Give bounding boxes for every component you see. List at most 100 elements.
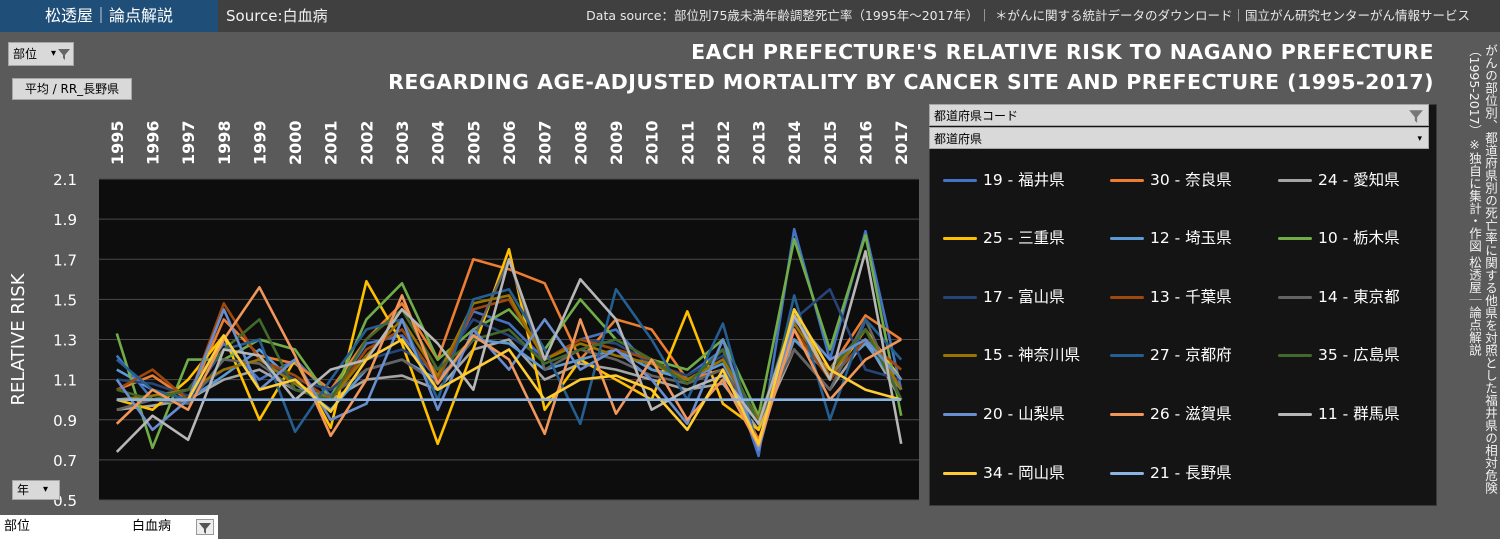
funnel-icon — [199, 523, 211, 534]
y-tick-label: 0.9 — [53, 412, 77, 430]
x-tick-label: 2004 — [429, 120, 448, 165]
legend-swatch — [943, 413, 977, 416]
legend-item[interactable]: 14 - 東京都 — [1278, 287, 1400, 307]
x-tick-label: 1995 — [108, 120, 127, 165]
site-filter-button[interactable]: 部位 ▾ — [8, 42, 74, 66]
y-tick-label: 1.5 — [53, 291, 77, 309]
x-tick-label: 2013 — [750, 120, 769, 165]
data-source-label: Data source：部位別75歳未満年齢調整死亡率（1995年～2017年）… — [586, 8, 1470, 23]
filter-button[interactable] — [196, 519, 214, 535]
x-tick-label: 2007 — [536, 120, 555, 165]
side-note: がんの部位別、都道府県別の死亡率に関する他県を対照とした福井県の相対危険（199… — [1467, 44, 1498, 494]
funnel-icon — [1409, 110, 1423, 123]
x-tick-label: 2009 — [607, 120, 626, 165]
x-tick-label: 2015 — [821, 120, 840, 165]
chevron-down-icon: ▾ — [51, 48, 57, 59]
x-tick-label: 2014 — [785, 120, 804, 165]
legend-swatch — [1278, 179, 1312, 182]
legend-swatch — [943, 296, 977, 299]
legend-label: 14 - 東京都 — [1318, 288, 1400, 306]
legend-field-pref[interactable]: 都道府県 ▾ — [929, 127, 1429, 149]
legend-item[interactable]: 10 - 栃木県 — [1278, 228, 1400, 248]
legend-swatch — [943, 179, 977, 182]
legend-item[interactable]: 27 - 京都府 — [1110, 345, 1232, 365]
legend-swatch — [1110, 472, 1144, 475]
legend-label: 30 - 奈良県 — [1150, 171, 1232, 189]
rr-value-button[interactable]: 平均 / RR_長野県 — [12, 78, 132, 100]
legend-label: 34 - 岡山県 — [983, 464, 1065, 482]
source-label: Source:白血病 — [226, 7, 328, 25]
legend-item[interactable]: 20 - 山梨県 — [943, 404, 1065, 424]
legend-label: 10 - 栃木県 — [1318, 229, 1400, 247]
x-tick-label: 2006 — [500, 120, 519, 165]
legend-swatch — [943, 354, 977, 357]
legend-panel — [929, 104, 1437, 506]
legend-label: 11 - 群馬県 — [1318, 405, 1400, 423]
series-line — [116, 298, 903, 426]
bottom-filter-label: 部位 — [4, 519, 31, 534]
y-tick-label: 1.7 — [53, 251, 77, 269]
series-line — [115, 286, 902, 448]
legend-item[interactable]: 17 - 富山県 — [943, 287, 1065, 307]
chevron-down-icon: ▾ — [1417, 134, 1422, 144]
legend-label: 35 - 広島県 — [1318, 346, 1400, 364]
x-tick-label: 2012 — [714, 120, 733, 165]
legend-item[interactable]: 21 - 長野県 — [1110, 463, 1232, 483]
legend-item[interactable]: 11 - 群馬県 — [1278, 404, 1400, 424]
series-line — [115, 233, 903, 450]
x-tick-label: 2010 — [643, 120, 662, 165]
y-tick-label: 1.3 — [53, 332, 77, 350]
legend-swatch — [1110, 179, 1144, 182]
legend-label: 27 - 京都府 — [1150, 346, 1232, 364]
x-tick-label: 1998 — [215, 120, 234, 165]
legend-swatch — [1278, 296, 1312, 299]
legend-item[interactable]: 35 - 広島県 — [1278, 345, 1400, 365]
legend-item[interactable]: 24 - 愛知県 — [1278, 170, 1400, 190]
legend-item[interactable]: 12 - 埼玉県 — [1110, 228, 1232, 248]
x-tick-label: 2002 — [357, 120, 376, 165]
x-tick-label: 1997 — [179, 120, 198, 165]
legend-label: 25 - 三重県 — [983, 229, 1065, 247]
legend-item[interactable]: 30 - 奈良県 — [1110, 170, 1232, 190]
x-tick-label: 1999 — [250, 120, 269, 165]
x-tick-label: 2003 — [393, 120, 412, 165]
legend-swatch — [1110, 354, 1144, 357]
legend-item[interactable]: 34 - 岡山県 — [943, 463, 1065, 483]
legend-label: 17 - 富山県 — [983, 288, 1065, 306]
legend-label: 15 - 神奈川県 — [983, 346, 1081, 364]
legend-swatch — [943, 472, 977, 475]
year-filter-button[interactable]: 年 ▾ — [12, 480, 60, 500]
y-axis-label: RELATIVE RISK — [8, 272, 29, 405]
y-tick-label: 2.1 — [53, 171, 77, 189]
x-tick-label: 2011 — [678, 120, 697, 165]
x-tick-label: 2016 — [857, 120, 876, 165]
legend-item[interactable]: 15 - 神奈川県 — [943, 345, 1080, 365]
x-tick-label: 1996 — [143, 120, 162, 165]
year-filter-label: 年 — [17, 483, 30, 497]
legend-item[interactable]: 25 - 三重県 — [943, 228, 1065, 248]
legend-label: 24 - 愛知県 — [1318, 171, 1400, 189]
legend-swatch — [1278, 354, 1312, 357]
x-tick-label: 2008 — [571, 120, 590, 165]
legend-item[interactable]: 26 - 滋賀県 — [1110, 404, 1232, 424]
site-filter-label: 部位 — [13, 47, 38, 61]
chevron-down-icon: ▾ — [43, 484, 49, 495]
bottom-filter-bar: 部位 白血病 — [0, 515, 218, 539]
y-tick-label: 1.9 — [53, 211, 77, 229]
x-tick-label: 2017 — [892, 120, 911, 165]
legend-item[interactable]: 13 - 千葉県 — [1110, 287, 1232, 307]
top-bar: 松透屋｜論点解説 Source:白血病 Data source：部位別75歳未満… — [0, 0, 1500, 32]
legend-label: 19 - 福井県 — [983, 171, 1065, 189]
legend-label: 12 - 埼玉県 — [1150, 229, 1232, 247]
x-tick-label: 2001 — [322, 120, 341, 165]
legend-field-prefcode[interactable]: 都道府県コード — [929, 104, 1429, 126]
legend-swatch — [1110, 413, 1144, 416]
x-tick-label: 2000 — [286, 120, 305, 165]
funnel-icon — [58, 49, 70, 60]
x-tick-label: 2005 — [464, 120, 483, 165]
legend-item[interactable]: 19 - 福井県 — [943, 170, 1065, 190]
legend-field-prefcode-label: 都道府県コード — [934, 109, 1019, 123]
series-line — [115, 227, 903, 458]
bottom-filter-value: 白血病 — [132, 519, 172, 534]
